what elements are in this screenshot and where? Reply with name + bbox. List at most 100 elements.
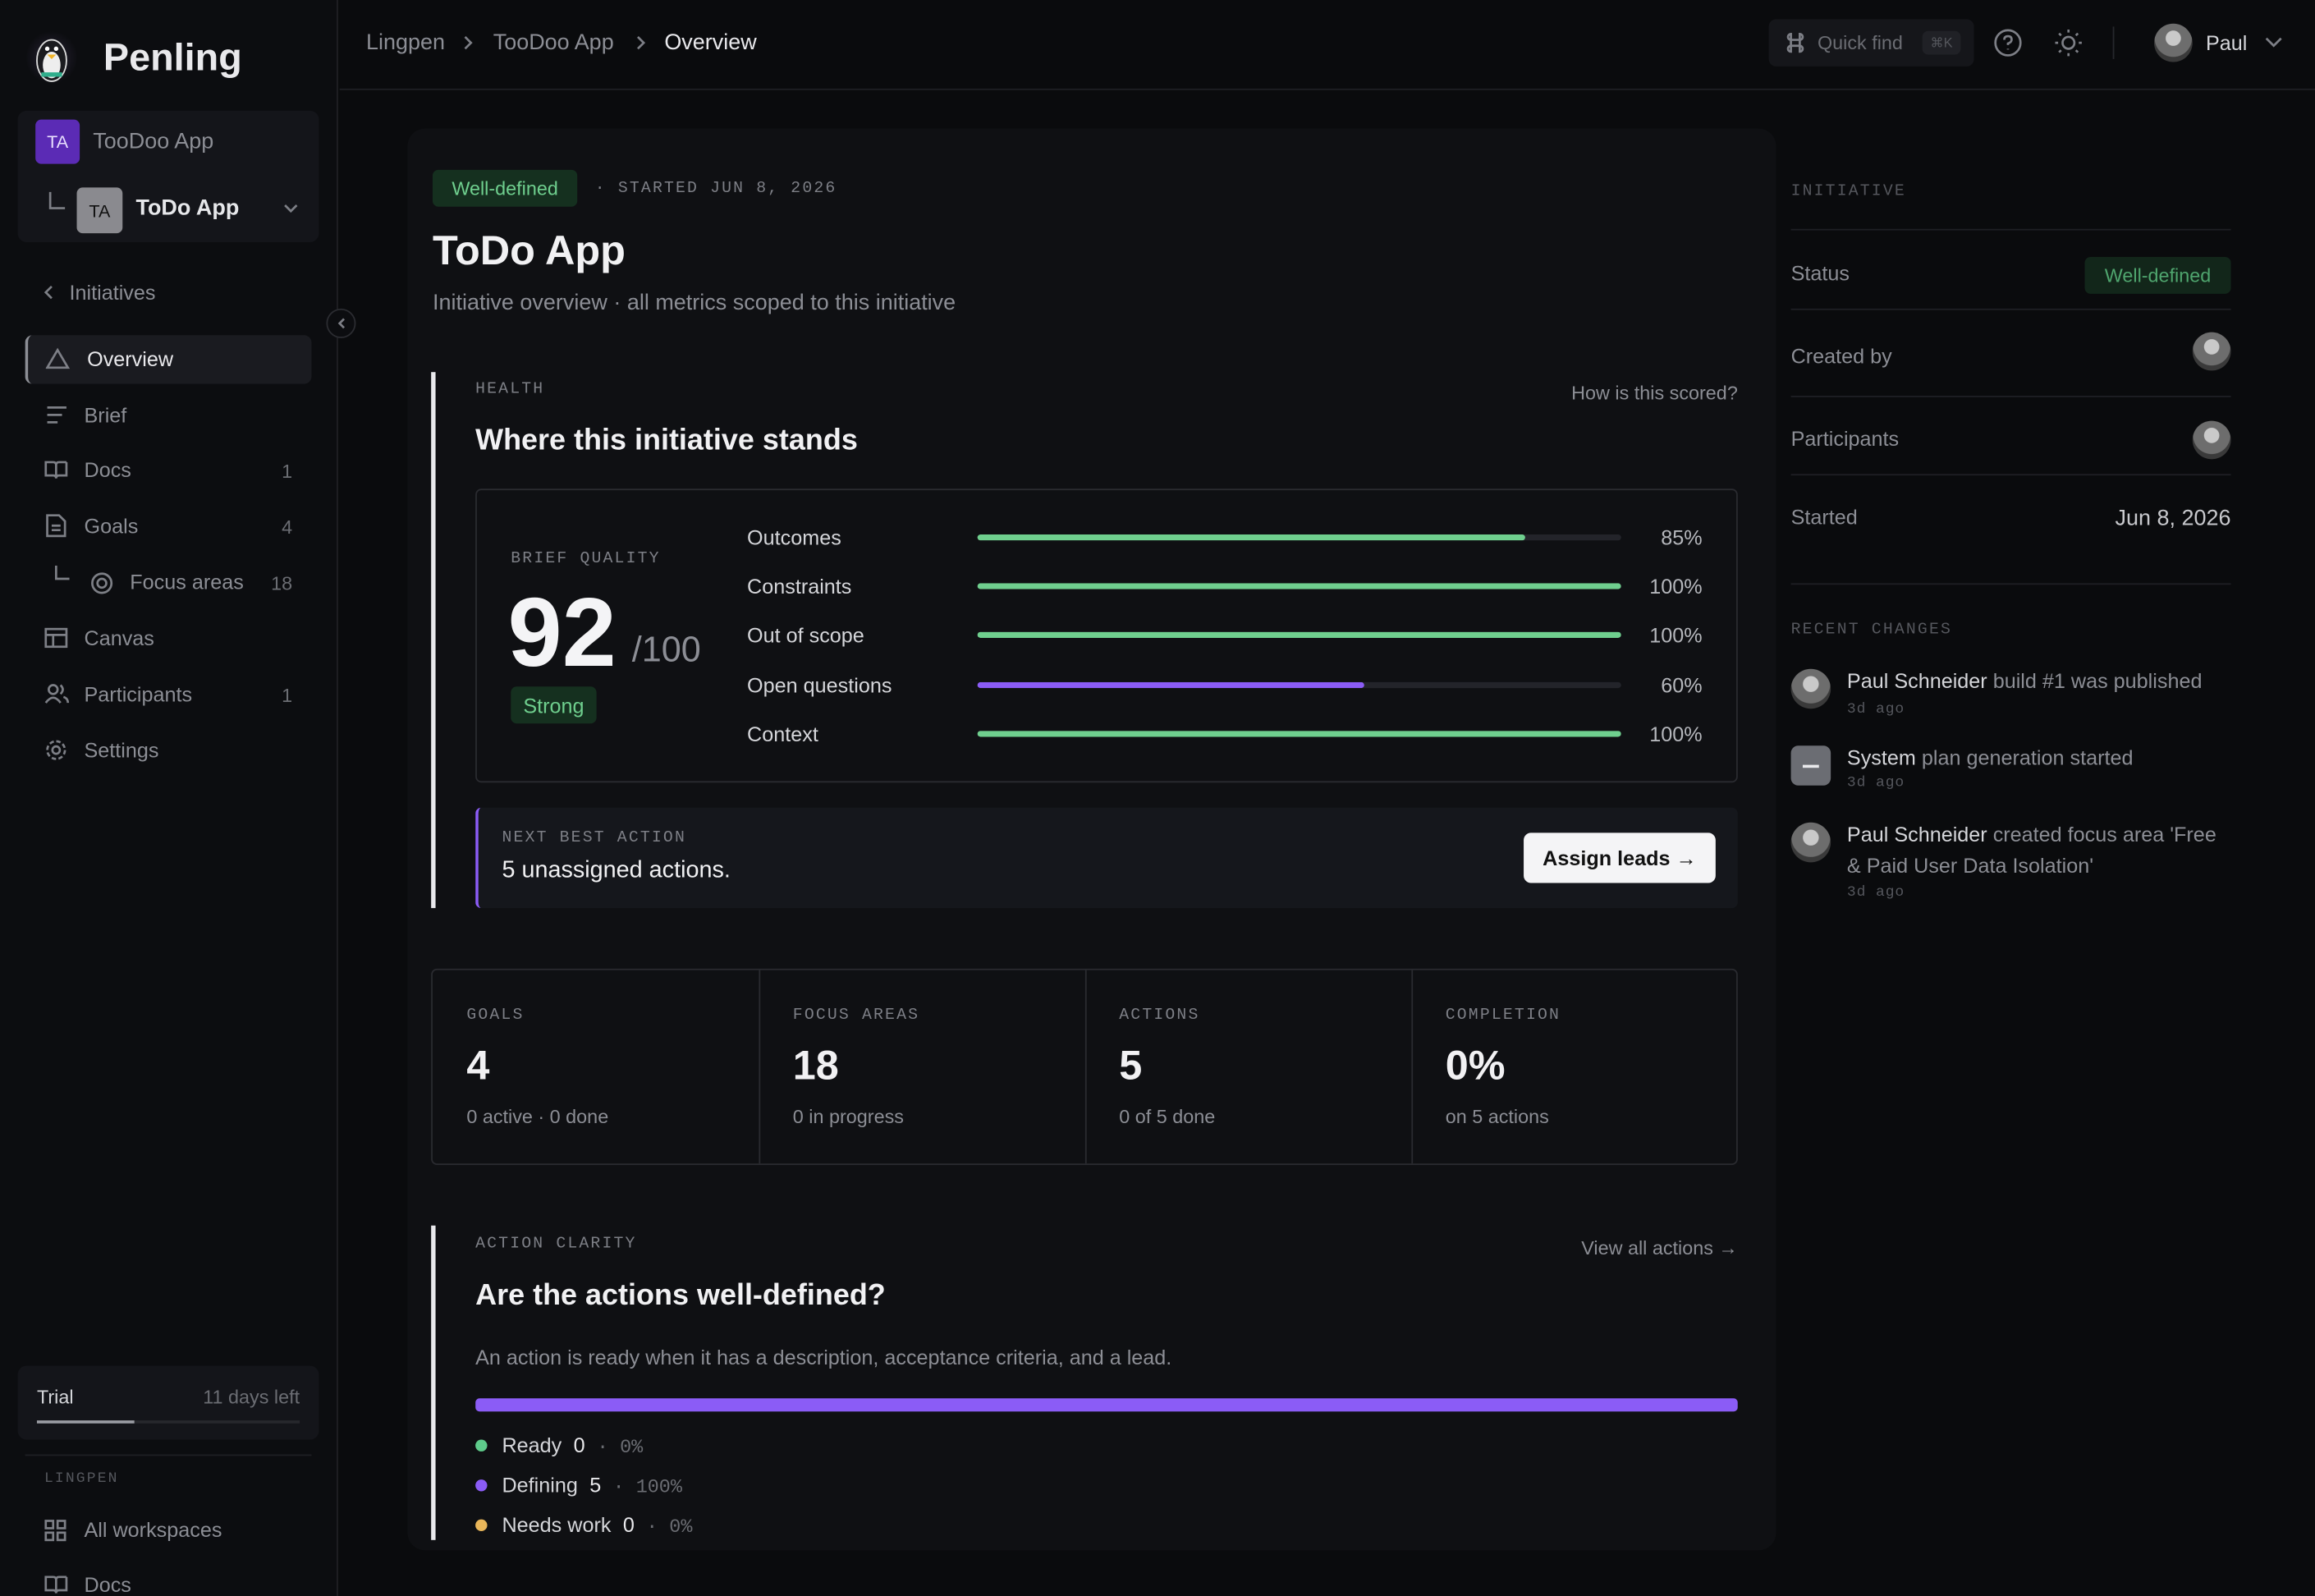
link[interactable]: View all actions → bbox=[1581, 1236, 1738, 1259]
metric-label: 85% bbox=[1661, 525, 1703, 550]
description: An action is ready when it has a descrip… bbox=[475, 1345, 1172, 1369]
nav-icon bbox=[47, 406, 66, 424]
avatar bbox=[2192, 332, 2231, 371]
detail-label: Created by bbox=[1790, 344, 1892, 368]
divider bbox=[2112, 26, 2115, 59]
stat-value: 0% bbox=[1445, 1042, 1506, 1089]
section-title: Are the actions well-defined? bbox=[475, 1279, 886, 1312]
metric-label: 100% bbox=[1649, 622, 1703, 647]
project-badge: TA bbox=[76, 187, 123, 234]
metric-track bbox=[977, 731, 1621, 737]
divider bbox=[1790, 474, 2231, 476]
metric-name: Out of scope bbox=[747, 622, 864, 647]
user-name[interactable]: Paul bbox=[2205, 30, 2248, 55]
trial-box bbox=[17, 1365, 319, 1440]
sidebar-link[interactable]: Docs bbox=[84, 1572, 131, 1596]
stat-note: 0 of 5 done bbox=[1119, 1105, 1216, 1128]
eyebrow: ACTION CLARITY bbox=[475, 1236, 637, 1254]
legend-item: Ready 0 · 0% bbox=[502, 1433, 643, 1458]
eyebrow: HEALTH bbox=[475, 381, 545, 399]
nav-item[interactable]: Settings bbox=[84, 738, 159, 763]
nav-item[interactable]: Brief bbox=[84, 402, 127, 427]
search-placeholder: Quick find bbox=[1817, 31, 1903, 54]
link-icon bbox=[44, 1575, 68, 1594]
activity-time: 3d ago bbox=[1846, 702, 1905, 718]
legend-count: 0 bbox=[622, 1512, 635, 1537]
breadcrumb: Overview bbox=[664, 30, 757, 56]
workspace-name: TooDoo App bbox=[93, 129, 214, 154]
theme-icon[interactable] bbox=[2054, 28, 2084, 57]
stat-note: 0 in progress bbox=[792, 1105, 904, 1128]
page-subtitle: Initiative overview · all metrics scoped… bbox=[432, 290, 956, 315]
collapse-icon bbox=[337, 318, 346, 329]
stats-box bbox=[431, 968, 1738, 1166]
stats-divider bbox=[1084, 970, 1087, 1164]
metric-bar bbox=[977, 534, 1525, 541]
sidebar bbox=[0, 0, 338, 1596]
legend-item: Needs work 0 · 0% bbox=[502, 1513, 692, 1539]
metric-label: 100% bbox=[1649, 722, 1703, 746]
stat-label: FOCUS AREAS bbox=[792, 1007, 920, 1025]
rating-badge: Strong bbox=[511, 686, 597, 724]
nav-count: 1 bbox=[282, 460, 293, 483]
sidebar-link[interactable]: All workspaces bbox=[84, 1517, 222, 1542]
activity-time: 3d ago bbox=[1846, 776, 1905, 792]
assign-button[interactable]: Assign leads → bbox=[1524, 832, 1716, 883]
nav-item[interactable]: Participants bbox=[84, 681, 193, 706]
activity-text: created focus area 'Free & Paid User Dat… bbox=[1846, 822, 2216, 878]
metric-bar bbox=[977, 681, 1364, 689]
metric-name: Context bbox=[747, 722, 818, 746]
breadcrumb-sep bbox=[464, 36, 473, 50]
nav-item[interactable]: Goals bbox=[84, 513, 139, 538]
nav-icon bbox=[44, 461, 68, 479]
nav-icon bbox=[46, 514, 66, 538]
help-icon[interactable] bbox=[1993, 28, 2023, 57]
legend-name: Ready bbox=[502, 1433, 562, 1457]
back-icon bbox=[44, 285, 53, 300]
eyebrow: RECENT CHANGES bbox=[1790, 621, 1953, 640]
chevron bbox=[284, 204, 298, 213]
detail-label: Status bbox=[1790, 261, 1850, 286]
nav-count: 4 bbox=[282, 516, 293, 539]
activity: System plan generation started bbox=[1847, 743, 2246, 774]
nav-count: 1 bbox=[282, 684, 293, 707]
nav-item[interactable]: Canvas bbox=[84, 626, 154, 650]
legend-dot bbox=[475, 1519, 488, 1532]
project-name: ToDo App bbox=[135, 195, 240, 221]
metric-name: Outcomes bbox=[747, 525, 841, 550]
legend-share: · 0% bbox=[646, 1516, 693, 1539]
nav-item[interactable]: Focus areas bbox=[130, 570, 244, 594]
stats-divider bbox=[759, 970, 761, 1164]
nav-active[interactable] bbox=[25, 335, 312, 384]
nav-item[interactable]: Docs bbox=[84, 457, 131, 482]
divider bbox=[1790, 583, 2231, 585]
avatar bbox=[1790, 668, 1831, 709]
divider bbox=[1790, 308, 2231, 310]
eyebrow: INITIATIVE bbox=[1790, 183, 1906, 201]
nav-item[interactable]: Overview bbox=[87, 346, 174, 371]
link[interactable]: How is this scored? bbox=[1571, 381, 1738, 404]
stat-note: on 5 actions bbox=[1445, 1105, 1549, 1128]
legend-dot bbox=[475, 1439, 488, 1452]
user-avatar bbox=[2154, 23, 2193, 62]
clarity-bar bbox=[475, 1398, 1738, 1412]
detail-label: Participants bbox=[1790, 426, 1900, 451]
stat-value: 4 bbox=[466, 1042, 490, 1089]
metric-track bbox=[977, 681, 1621, 689]
metric-track bbox=[977, 583, 1621, 589]
legend-name: Needs work bbox=[502, 1512, 612, 1537]
next-action: 5 unassigned actions. bbox=[502, 857, 731, 883]
breadcrumb[interactable]: TooDoo App bbox=[493, 30, 614, 56]
activity-text: build #1 was published bbox=[1992, 668, 2203, 693]
nav-icon bbox=[44, 684, 70, 704]
stats-divider bbox=[1411, 970, 1414, 1164]
quality-box bbox=[475, 488, 1738, 783]
stat-value: 5 bbox=[1119, 1042, 1143, 1089]
legend-count: 0 bbox=[573, 1433, 585, 1457]
stat-label: ACTIONS bbox=[1119, 1007, 1200, 1025]
back-link[interactable]: Initiatives bbox=[69, 280, 156, 305]
trial-remaining: 11 days left bbox=[203, 1385, 300, 1408]
clarity-segment bbox=[475, 1398, 1738, 1412]
breadcrumb[interactable]: Lingpen bbox=[366, 30, 446, 56]
